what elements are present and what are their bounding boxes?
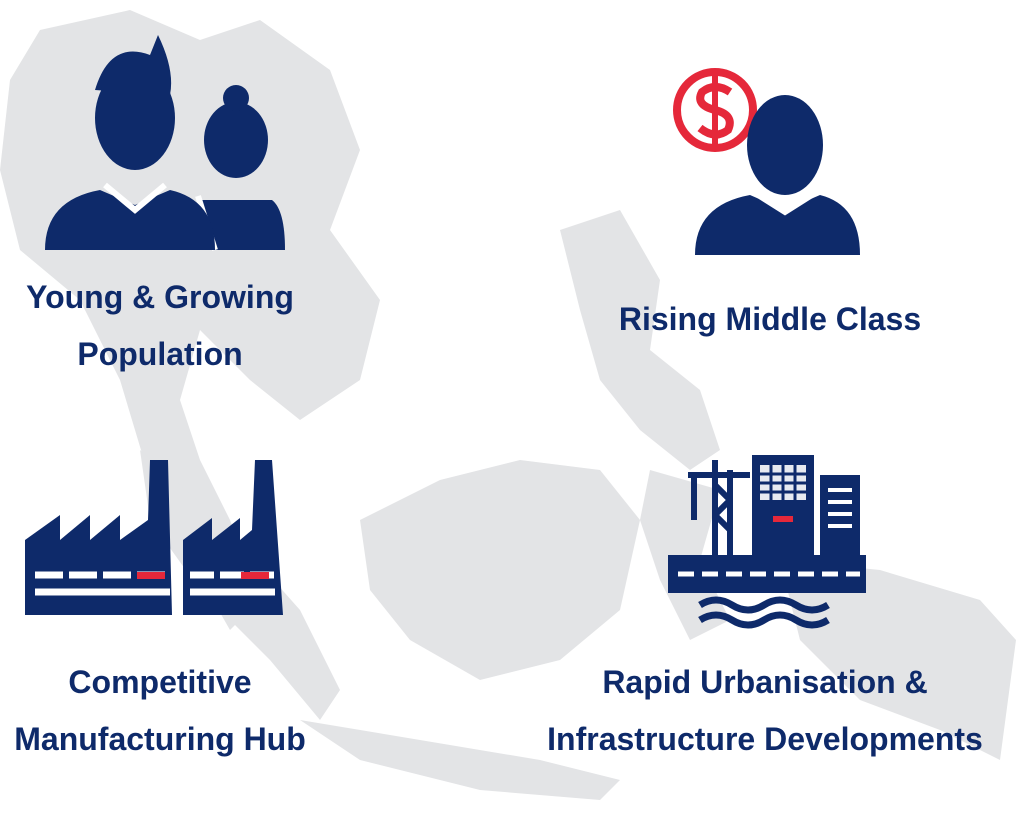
label-line: Infrastructure Developments [547,721,983,757]
label-line: Manufacturing Hub [14,721,306,757]
label-line: Competitive [68,664,251,700]
label-line: Population [77,336,242,372]
icon-population [45,35,285,251]
label-line: Rising Middle Class [619,301,921,337]
icon-factory [25,460,283,615]
label-line: Young & Growing [26,279,294,315]
label-line: Rapid Urbanisation & [602,664,927,700]
icon-middle-class [673,68,860,255]
icon-urbanisation [668,455,866,629]
